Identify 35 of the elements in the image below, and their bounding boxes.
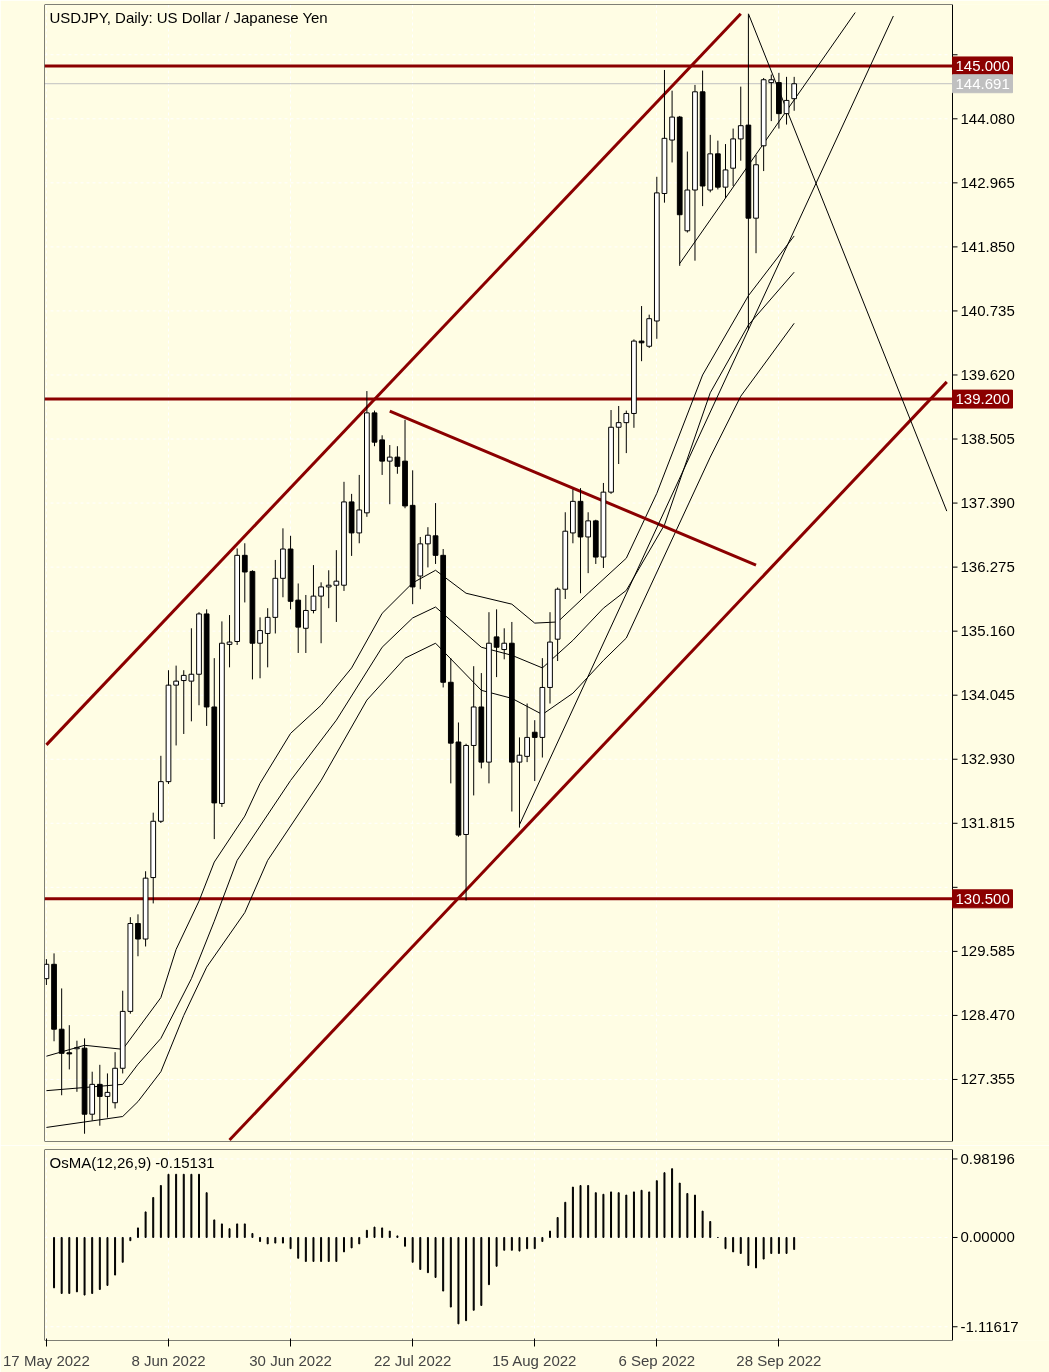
category-label: 22 Jul 2022 [373, 1351, 452, 1369]
y-tick-label: 132.930 [960, 750, 1015, 768]
y-tick-label: 138.505 [960, 430, 1015, 448]
candlestick [432, 502, 439, 565]
y-tick-label: 127.355 [960, 1070, 1015, 1088]
y-tick-label: 128.470 [960, 1006, 1015, 1024]
y-tick-label: 136.275 [960, 558, 1015, 576]
category-label: 15 Aug 2022 [492, 1351, 577, 1369]
chart-title: USDJPY, Daily: US Dollar / Japanese Yen [49, 8, 328, 26]
candlestick [791, 76, 798, 112]
category-label: 30 Jun 2022 [249, 1351, 332, 1369]
ref-line-label: 144.691 [955, 74, 1010, 92]
category-label: 6 Sep 2022 [618, 1351, 696, 1369]
y-tick-label: 141.850 [960, 237, 1015, 255]
category-label: 17 May 2022 [3, 1351, 90, 1369]
y-tick-label: 142.965 [960, 173, 1015, 191]
y-tick-label: 0.98196 [960, 1149, 1015, 1167]
y-tick-label: 139.620 [960, 365, 1015, 383]
y-tick-label: 144.080 [960, 109, 1015, 127]
category-label: 28 Sep 2022 [736, 1351, 822, 1369]
y-tick-label: -1.11617 [960, 1317, 1019, 1335]
y-tick-label: 134.045 [960, 686, 1015, 704]
y-tick-label: 0.00000 [960, 1228, 1015, 1246]
y-tick-label: 131.815 [960, 814, 1015, 832]
ref-line-label: 139.200 [955, 390, 1010, 408]
chart-title: OsMA(12,26,9) -0.15131 [49, 1153, 215, 1171]
candlestick [325, 569, 332, 609]
category-label: 8 Jun 2022 [131, 1351, 206, 1369]
y-tick-label: 135.160 [960, 622, 1015, 640]
candlestick [135, 913, 141, 957]
y-tick-label: 140.735 [960, 301, 1015, 319]
y-tick-label: 137.390 [960, 494, 1015, 512]
ref-line-label: 130.500 [955, 889, 1010, 907]
y-tick-label: 129.585 [960, 942, 1015, 960]
ref-line-label: 145.000 [955, 56, 1010, 74]
